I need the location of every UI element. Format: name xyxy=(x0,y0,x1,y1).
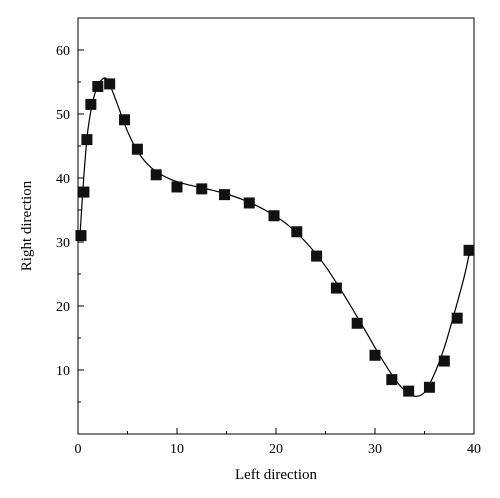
data-point xyxy=(330,282,342,294)
data-point xyxy=(451,312,463,324)
x-tick-label: 30 xyxy=(368,442,382,457)
data-point xyxy=(243,197,255,209)
x-tick-label: 20 xyxy=(269,442,283,457)
fit-curve xyxy=(79,77,470,397)
data-point xyxy=(291,226,303,238)
y-tick-label: 20 xyxy=(56,300,70,315)
fit-curve-layer xyxy=(79,77,470,397)
data-point xyxy=(351,317,363,329)
data-point xyxy=(386,374,398,386)
data-point xyxy=(196,183,208,195)
ticks-layer: 0 10 20 30 40 10 20 30 40 50 60 xyxy=(56,44,481,457)
data-point xyxy=(438,355,450,367)
y-axis-title: Right direction xyxy=(19,180,35,271)
data-point xyxy=(171,181,183,193)
y-tick-label: 30 xyxy=(56,236,70,251)
data-point xyxy=(268,210,280,222)
x-tick-label: 0 xyxy=(75,442,82,457)
y-tick-label: 40 xyxy=(56,172,70,187)
data-point xyxy=(369,349,381,361)
data-point xyxy=(311,250,323,262)
data-point xyxy=(131,143,143,155)
data-point xyxy=(423,381,435,393)
y-tick-label: 10 xyxy=(56,364,70,379)
x-tick-label: 10 xyxy=(170,442,184,457)
data-point xyxy=(81,134,93,146)
data-point xyxy=(85,98,97,110)
data-point xyxy=(75,230,87,242)
y-tick-label: 50 xyxy=(56,108,70,123)
y-tick-label: 60 xyxy=(56,44,70,59)
plot-frame xyxy=(77,17,475,435)
data-point xyxy=(463,244,475,256)
data-point xyxy=(403,385,415,397)
data-point xyxy=(119,114,131,126)
x-tick-label: 40 xyxy=(467,442,481,457)
x-axis-title: Left direction xyxy=(235,467,318,483)
data-point xyxy=(104,78,116,90)
data-point xyxy=(150,169,162,181)
axes xyxy=(77,17,475,435)
data-point xyxy=(78,186,90,198)
data-point xyxy=(92,80,104,92)
data-points-layer xyxy=(75,78,475,397)
data-point xyxy=(219,189,231,201)
